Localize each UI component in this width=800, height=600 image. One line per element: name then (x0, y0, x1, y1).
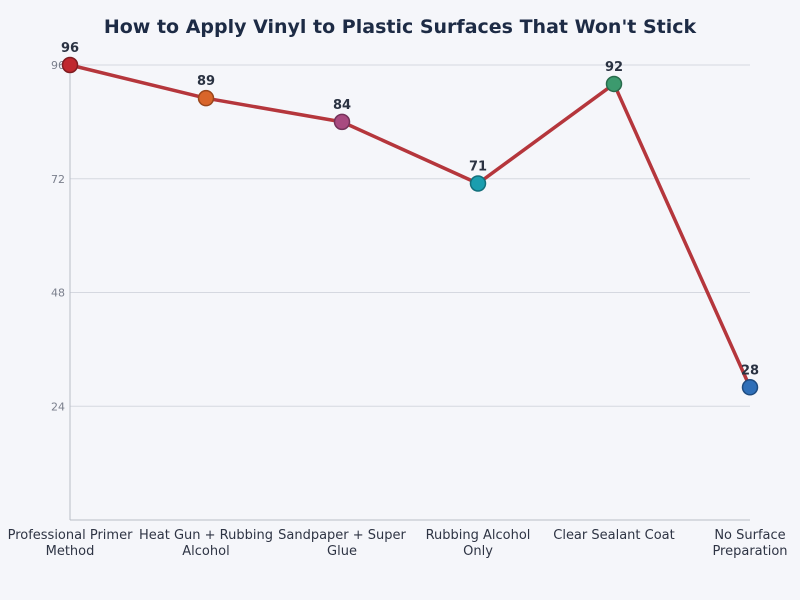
x-tick-label: No Surface Preparation (712, 528, 787, 559)
x-tick-label-line: Preparation (712, 544, 787, 559)
data-point (741, 379, 759, 396)
series-line (68, 63, 752, 390)
data-point (197, 89, 215, 107)
x-tick-label-line: Alcohol (182, 544, 229, 559)
x-tick-label-line: Professional Primer (8, 528, 133, 543)
y-tick-label: 24 (51, 400, 65, 413)
x-tick-label: Sandpaper + Super Glue (278, 528, 406, 559)
y-tick-label: 96 (51, 59, 65, 72)
data-label: 28 (741, 363, 759, 378)
x-tick-label-line: Only (463, 544, 493, 559)
data-point (605, 75, 623, 93)
data-label: 92 (605, 60, 623, 75)
y-tick-label: 48 (51, 287, 65, 300)
y-tick-labels: 24 48 72 96 (51, 59, 65, 413)
data-point (333, 113, 351, 131)
data-label: 96 (61, 41, 79, 56)
data-label: 71 (469, 159, 487, 174)
grid-layer (70, 64, 750, 407)
data-labels: 96 89 84 71 92 28 (61, 41, 759, 378)
chart-title: How to Apply Vinyl to Plastic Surfaces T… (104, 16, 697, 38)
x-tick-label-line: Clear Sealant Coat (553, 528, 675, 543)
x-tick-label-line: Sandpaper + Super (278, 528, 406, 543)
x-tick-label: Heat Gun + Rubbing Alcohol (139, 528, 273, 559)
x-tick-label-line: Heat Gun + Rubbing (139, 528, 273, 543)
data-label: 84 (333, 98, 351, 113)
x-tick-label: Rubbing Alcohol Only (426, 528, 531, 559)
series-line-layer (68, 63, 752, 390)
data-points (61, 56, 759, 396)
axis-layer (69, 60, 750, 521)
data-point (469, 175, 487, 192)
x-tick-label: Clear Sealant Coat (553, 528, 675, 543)
x-tick-label: Professional Primer Method (8, 528, 133, 559)
x-tick-label-line: Method (46, 544, 95, 559)
y-tick-label: 72 (51, 173, 65, 186)
x-tick-label-line: Glue (327, 544, 357, 559)
x-tick-label-line: Rubbing Alcohol (426, 528, 531, 543)
data-point (61, 56, 79, 74)
data-label: 89 (197, 74, 215, 89)
x-tick-label-line: No Surface (714, 528, 785, 543)
